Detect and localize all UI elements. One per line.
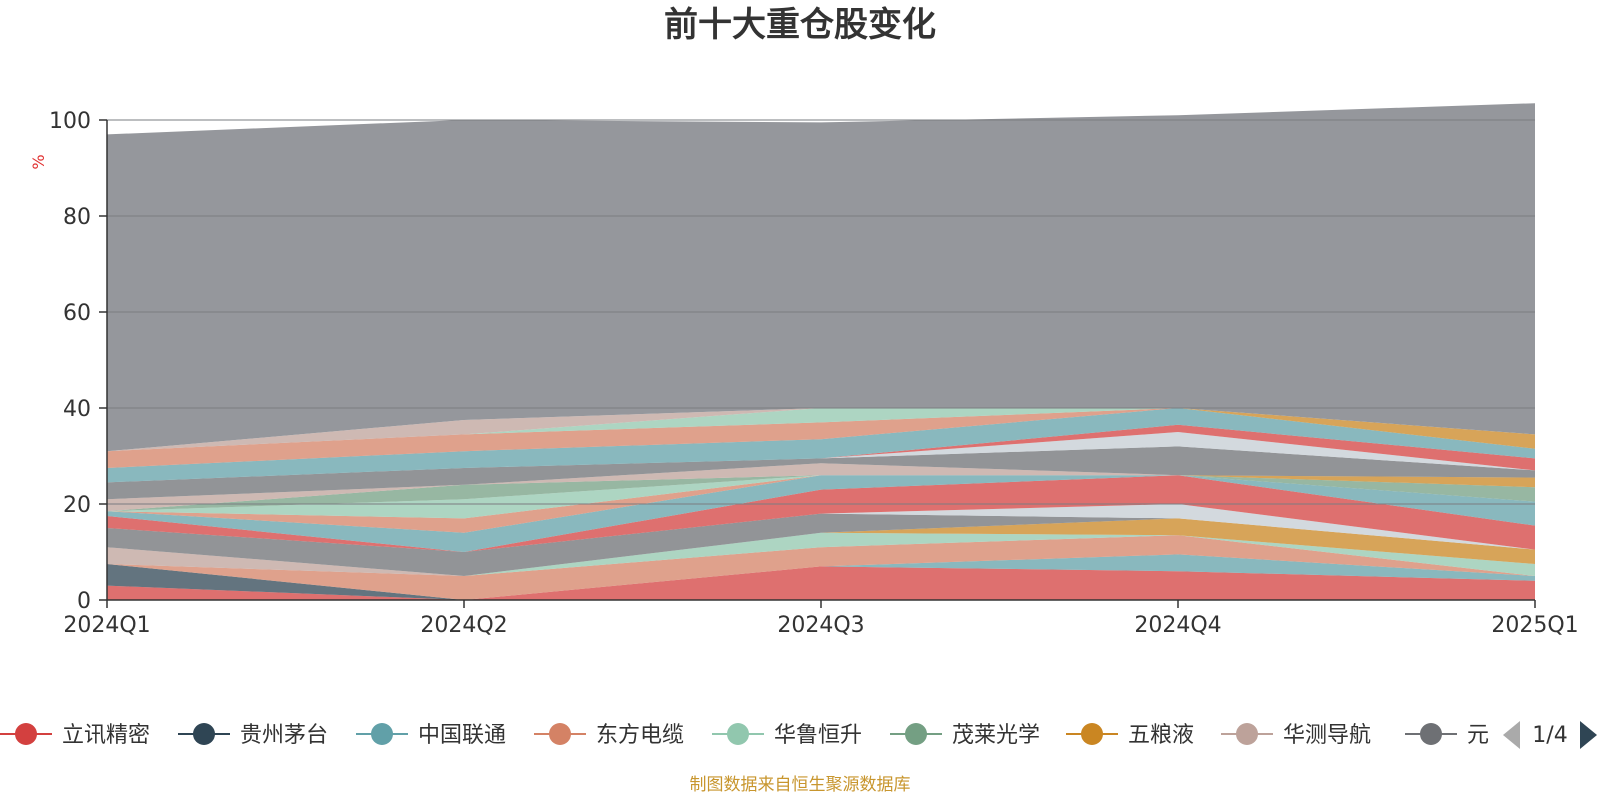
legend[interactable]: 立讯精密 贵州茅台 中国联通 东方电缆 华鲁恒升 茂莱光学 五粮液 华测导航 元 1/4 — [0, 721, 1597, 749]
legend-label: 茂莱光学 — [952, 723, 1040, 748]
area-中芯国际[interactable] — [107, 446, 1535, 500]
legend-item-中国联通[interactable]: 中国联通 — [356, 723, 506, 748]
area-立讯精密[interactable] — [107, 566, 1535, 600]
area-五粮液[interactable] — [107, 518, 1535, 576]
area-新易盛[interactable] — [107, 475, 1535, 512]
x-tick-label: 2024Q4 — [1134, 613, 1221, 638]
y-tick-label: 100 — [49, 109, 91, 134]
area-华鲁恒升[interactable] — [107, 532, 1535, 576]
area-中微公司[interactable] — [107, 408, 1535, 468]
legend-marker — [371, 723, 393, 745]
area-layers — [107, 103, 1535, 600]
legend-item-元[interactable]: 元 — [1405, 723, 1489, 748]
axes: 0 20 40 60 80 100 2024Q1 2024Q2 2024Q3 2024Q4 2025… — [49, 109, 1579, 638]
area-拓荆科技[interactable] — [107, 408, 1535, 452]
legend-marker — [905, 723, 927, 745]
legend-marker — [549, 723, 571, 745]
y-tick-label: 40 — [63, 397, 91, 422]
area-中国联通[interactable] — [107, 554, 1535, 600]
legend-item-华测导航[interactable]: 华测导航 — [1221, 723, 1371, 748]
legend-item-立讯精密[interactable]: 立讯精密 — [0, 723, 150, 748]
area-兆易创新[interactable] — [107, 408, 1535, 452]
legend-marker — [193, 723, 215, 745]
legend-item-东方电缆[interactable]: 东方电缆 — [534, 723, 684, 748]
legend-label: 东方电缆 — [596, 723, 684, 748]
legend-marker — [15, 723, 37, 745]
legend-item-华鲁恒升[interactable]: 华鲁恒升 — [712, 723, 862, 748]
source-note: 制图数据来自恒生聚源数据库 — [690, 775, 911, 795]
area-寒武纪[interactable] — [107, 475, 1535, 512]
x-tick-label: 2024Q2 — [420, 613, 507, 638]
legend-label: 立讯精密 — [62, 723, 150, 748]
area-元祖股份[interactable] — [107, 513, 1535, 576]
x-tick-label: 2025Q1 — [1491, 613, 1578, 638]
legend-marker — [1236, 723, 1258, 745]
area-沪电股份[interactable] — [107, 475, 1535, 519]
legend-label: 华测导航 — [1283, 723, 1371, 748]
area-紫金矿业[interactable] — [107, 475, 1535, 552]
legend-item-贵州茅台[interactable]: 贵州茅台 — [178, 723, 328, 748]
legend-label: 贵州茅台 — [240, 723, 328, 748]
legend-marker — [1081, 723, 1103, 745]
legend-label: 华鲁恒升 — [774, 723, 862, 748]
legend-page-indicator: 1/4 — [1532, 723, 1567, 748]
area-海光信息[interactable] — [107, 408, 1535, 483]
legend-marker — [1420, 723, 1442, 745]
y-tick-label: 60 — [63, 301, 91, 326]
area-鸿路钢构[interactable] — [107, 504, 1535, 552]
legend-label: 元 — [1467, 723, 1489, 748]
legend-marker — [727, 723, 749, 745]
x-tick-label: 2024Q1 — [63, 613, 150, 638]
chart-title: 前十大重仓股变化 — [664, 5, 936, 45]
legend-label: 中国联通 — [418, 723, 506, 748]
legend-label: 五粮液 — [1128, 723, 1194, 748]
area-其他[interactable] — [107, 103, 1535, 452]
legend-item-五粮液[interactable]: 五粮液 — [1066, 723, 1194, 748]
y-axis-unit-label: % — [29, 154, 48, 169]
area-胜宏科技[interactable] — [107, 432, 1535, 483]
y-tick-label: 80 — [63, 205, 91, 230]
legend-prev-page-icon[interactable] — [1503, 721, 1520, 749]
y-tick-label: 20 — [63, 493, 91, 518]
legend-item-茂莱光学[interactable]: 茂莱光学 — [890, 723, 1040, 748]
x-tick-label: 2024Q3 — [777, 613, 864, 638]
area-东方电缆[interactable] — [107, 535, 1535, 600]
legend-next-page-icon[interactable] — [1580, 721, 1597, 749]
y-tick-label: 0 — [77, 589, 91, 614]
